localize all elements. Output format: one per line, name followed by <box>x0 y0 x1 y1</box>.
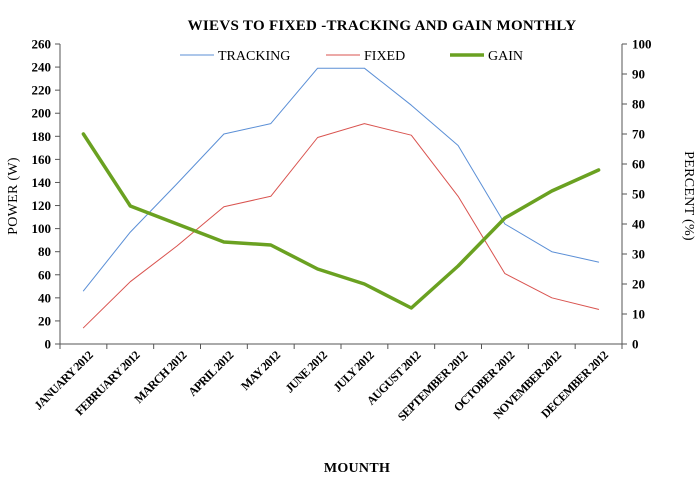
y-tick-label: 140 <box>32 175 52 190</box>
y-tick-label: 20 <box>38 313 51 328</box>
y2-tick-label: 10 <box>632 307 645 322</box>
y2-tick-label: 30 <box>632 247 645 262</box>
y2-tick-label: 80 <box>632 97 645 112</box>
legend-label-tracking: TRACKING <box>218 49 290 64</box>
y-tick-label: 100 <box>32 221 52 236</box>
axes: 0 20 40 60 80 100 120 140 160 180 200 220 240 260 0 10 2… <box>31 37 651 424</box>
chart-title: WIEVS TO FIXED -TRACKING AND GAIN MONTHL… <box>188 18 577 34</box>
legend-label-gain: GAIN <box>488 49 523 64</box>
y2-tick-label: 60 <box>632 157 645 172</box>
y-tick-label: 200 <box>32 106 52 121</box>
x-tick-label: JUNE 2012 <box>282 348 330 396</box>
y-axis-label: POWER (W) <box>6 157 21 235</box>
legend-label-fixed: FIXED <box>364 49 405 64</box>
y2-tick-label: 90 <box>632 67 645 82</box>
y2-tick-label: 100 <box>632 37 652 52</box>
y-tick-label: 120 <box>32 198 52 213</box>
y-tick-label: 0 <box>45 337 52 352</box>
series-line-tracking <box>82 67 600 292</box>
y-tick-label: 160 <box>32 152 52 167</box>
series-line-gain <box>81 132 601 310</box>
x-tick-label: MAY 2012 <box>238 348 283 393</box>
x-tick-label: JULY 2012 <box>330 348 377 395</box>
y-tick-label: 260 <box>32 37 52 52</box>
x-tick-label: APRIL 2012 <box>185 348 236 399</box>
y-tick-label: 240 <box>32 60 52 75</box>
y-tick-label: 220 <box>32 83 52 98</box>
y-tick-label: 60 <box>38 267 51 282</box>
series-marks <box>81 67 601 329</box>
y2-tick-label: 0 <box>632 337 639 352</box>
y2-axis-label: PERCENT (%) <box>681 151 696 241</box>
y-tick-label: 80 <box>38 244 51 259</box>
y2-tick-label: 50 <box>632 187 645 202</box>
y-tick-label: 180 <box>32 129 52 144</box>
x-axis-label: MOUNTH <box>324 461 390 476</box>
y2-tick-label: 70 <box>632 127 645 142</box>
series-line-fixed <box>82 123 600 329</box>
y-tick-label: 40 <box>38 290 51 305</box>
y2-tick-label: 40 <box>632 217 645 232</box>
y2-tick-label: 20 <box>632 277 645 292</box>
legend: TRACKING FIXED GAIN <box>180 49 523 64</box>
